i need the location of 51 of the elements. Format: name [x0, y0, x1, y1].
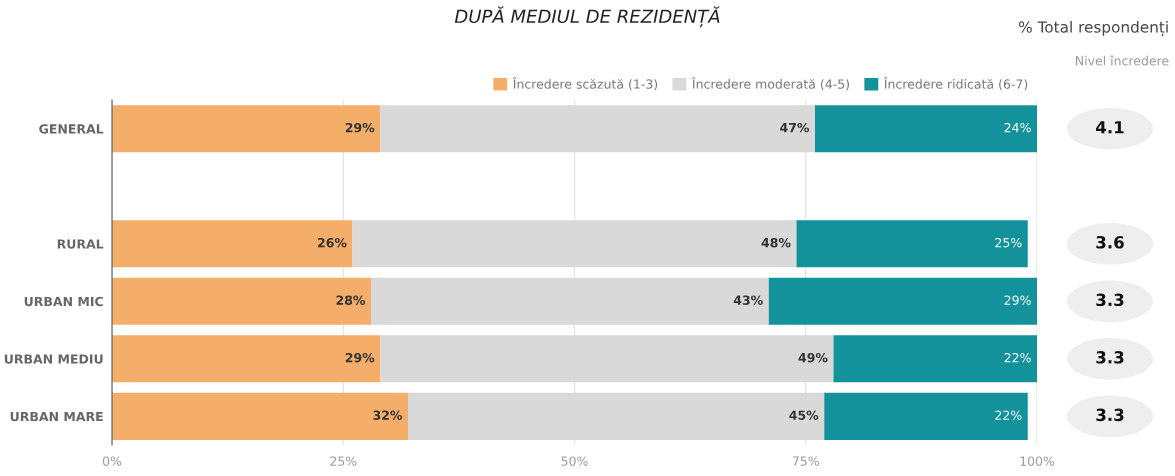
y-tick-label: RURAL: [57, 239, 104, 249]
text: % Total respondenți: [1019, 20, 1168, 37]
bar: [352, 220, 797, 268]
data-label: 29%: [345, 122, 375, 133]
x-tick-label: 0%: [102, 456, 122, 466]
data-label: 22%: [1004, 352, 1031, 363]
data-label: 49%: [798, 352, 828, 363]
text: 3.3: [1096, 408, 1124, 422]
bar: [408, 392, 825, 440]
bar: [112, 105, 381, 153]
legend-label: Încredere moderată (4-5): [691, 77, 849, 91]
data-label: 25%: [995, 237, 1022, 248]
chart-title: DUPĂ MEDIUL DE REZIDENȚĂ: [454, 6, 720, 28]
bar: [824, 392, 1028, 440]
y-tick-label: URBAN MEDIU: [4, 354, 103, 364]
bar: [112, 220, 353, 268]
y-tick-label: URBAN MARE: [10, 411, 103, 422]
x-tick-label: 100%: [1020, 456, 1055, 466]
bar: [112, 277, 371, 325]
data-label: 32%: [373, 410, 403, 420]
text: 3.3: [1096, 351, 1124, 364]
y-tick-label: URBAN MIC: [24, 296, 103, 307]
legend-label: Încredere scăzută (1-3): [512, 77, 658, 91]
bar: [112, 392, 408, 440]
data-label: 43%: [733, 295, 763, 305]
text: 3.3: [1096, 293, 1124, 307]
text: 4.1: [1095, 121, 1124, 134]
data-label: 48%: [761, 237, 791, 248]
bar: [815, 105, 1037, 153]
data-label: 29%: [1004, 295, 1031, 305]
bar: [380, 105, 815, 153]
bar: [833, 335, 1037, 383]
legend-label: Încredere ridicată (6-7): [883, 77, 1028, 91]
text: Nivel încredere: [1076, 55, 1169, 66]
data-label: 22%: [995, 410, 1022, 420]
data-label: 47%: [780, 122, 810, 133]
bar: [796, 220, 1028, 268]
x-tick-label: 75%: [792, 456, 819, 466]
text: 3.6: [1096, 235, 1124, 249]
data-label: 29%: [345, 352, 375, 363]
data-label: 45%: [789, 410, 819, 420]
data-label: 24%: [1004, 122, 1031, 133]
data-label: 26%: [318, 237, 347, 248]
y-tick-label: GENERAL: [39, 124, 104, 134]
bar: [112, 335, 381, 383]
bar: [768, 277, 1037, 325]
x-tick-label: 25%: [330, 456, 357, 466]
x-tick-label: 50%: [561, 456, 588, 466]
bar: [371, 277, 769, 325]
bar: [380, 335, 834, 383]
data-label: 28%: [336, 295, 366, 305]
